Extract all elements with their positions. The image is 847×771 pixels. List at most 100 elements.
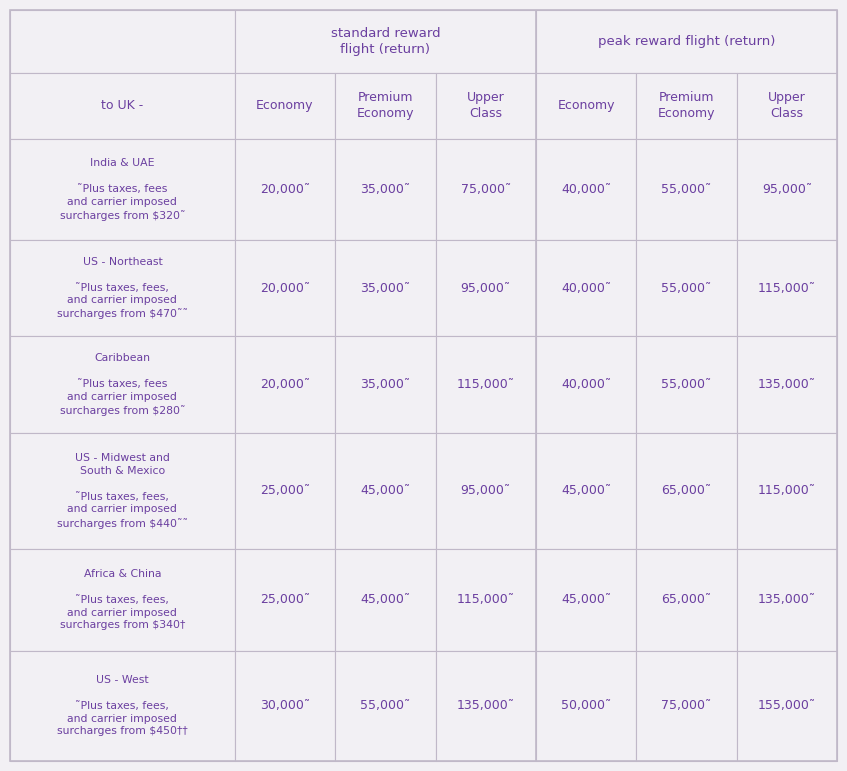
Text: 95,000˜: 95,000˜ — [461, 484, 511, 497]
Text: Upper
Class: Upper Class — [467, 91, 505, 120]
Bar — [636, 433, 737, 549]
Bar — [435, 139, 536, 240]
Bar — [536, 336, 636, 433]
Text: 20,000˜: 20,000˜ — [260, 183, 310, 196]
Text: 75,000˜: 75,000˜ — [461, 183, 511, 196]
Bar — [737, 433, 837, 549]
Bar — [10, 549, 235, 651]
Text: 55,000˜: 55,000˜ — [662, 281, 711, 295]
Text: 25,000˜: 25,000˜ — [260, 594, 310, 606]
Text: 135,000˜: 135,000˜ — [758, 594, 816, 606]
Text: 55,000˜: 55,000˜ — [360, 699, 411, 712]
Text: 65,000˜: 65,000˜ — [662, 594, 711, 606]
Bar — [235, 549, 335, 651]
Bar — [235, 433, 335, 549]
Bar — [737, 72, 837, 139]
Bar — [235, 651, 335, 761]
Bar — [636, 651, 737, 761]
Text: 95,000˜: 95,000˜ — [761, 183, 812, 196]
Text: peak reward flight (return): peak reward flight (return) — [598, 35, 775, 48]
Bar — [636, 549, 737, 651]
Bar — [435, 651, 536, 761]
Text: 45,000˜: 45,000˜ — [561, 484, 612, 497]
Bar — [235, 336, 335, 433]
Bar — [235, 72, 335, 139]
Text: 115,000˜: 115,000˜ — [457, 378, 515, 391]
Bar — [10, 240, 235, 336]
Bar — [737, 336, 837, 433]
Bar — [10, 651, 235, 761]
Bar — [536, 10, 837, 72]
Text: Premium
Economy: Premium Economy — [658, 91, 715, 120]
Bar — [235, 240, 335, 336]
Bar — [636, 72, 737, 139]
Text: Economy: Economy — [557, 99, 615, 113]
Text: 35,000˜: 35,000˜ — [360, 281, 411, 295]
Bar — [335, 240, 435, 336]
Text: 20,000˜: 20,000˜ — [260, 281, 310, 295]
Bar — [335, 433, 435, 549]
Bar — [737, 139, 837, 240]
Bar — [435, 72, 536, 139]
Text: 45,000˜: 45,000˜ — [360, 484, 411, 497]
Text: 135,000˜: 135,000˜ — [758, 378, 816, 391]
Bar — [335, 72, 435, 139]
Bar — [435, 336, 536, 433]
Bar — [335, 336, 435, 433]
Text: 30,000˜: 30,000˜ — [260, 699, 310, 712]
Text: 40,000˜: 40,000˜ — [561, 281, 612, 295]
Text: 135,000˜: 135,000˜ — [457, 699, 515, 712]
Text: 25,000˜: 25,000˜ — [260, 484, 310, 497]
Text: Economy: Economy — [257, 99, 313, 113]
Bar — [737, 240, 837, 336]
Text: to UK -: to UK - — [102, 99, 143, 113]
Text: 155,000˜: 155,000˜ — [758, 699, 816, 712]
Text: 45,000˜: 45,000˜ — [360, 594, 411, 606]
Text: Upper
Class: Upper Class — [768, 91, 805, 120]
Text: 65,000˜: 65,000˜ — [662, 484, 711, 497]
Bar — [536, 651, 636, 761]
Bar — [536, 72, 636, 139]
Bar — [435, 240, 536, 336]
Bar — [536, 549, 636, 651]
Bar — [10, 72, 235, 139]
Bar — [235, 10, 536, 72]
Text: 35,000˜: 35,000˜ — [360, 378, 411, 391]
Text: 40,000˜: 40,000˜ — [561, 378, 612, 391]
Bar — [235, 139, 335, 240]
Text: Caribbean

˜Plus taxes, fees
and carrier imposed
surcharges from $280˜: Caribbean ˜Plus taxes, fees and carrier … — [59, 353, 185, 416]
Text: 115,000˜: 115,000˜ — [758, 281, 816, 295]
Bar — [636, 240, 737, 336]
Bar — [636, 336, 737, 433]
Bar — [10, 433, 235, 549]
Text: 75,000˜: 75,000˜ — [662, 699, 711, 712]
Text: 55,000˜: 55,000˜ — [662, 378, 711, 391]
Bar — [737, 651, 837, 761]
Text: Africa & China

˜Plus taxes, fees,
and carrier imposed
surcharges from $340†: Africa & China ˜Plus taxes, fees, and ca… — [59, 569, 185, 631]
Bar — [435, 433, 536, 549]
Bar — [10, 139, 235, 240]
Text: standard reward
flight (return): standard reward flight (return) — [330, 27, 440, 56]
Text: India & UAE

˜Plus taxes, fees
and carrier imposed
surcharges from $320˜: India & UAE ˜Plus taxes, fees and carrie… — [59, 158, 185, 221]
Bar — [737, 549, 837, 651]
Text: Premium
Economy: Premium Economy — [357, 91, 414, 120]
Bar — [536, 433, 636, 549]
Bar — [335, 549, 435, 651]
Text: 95,000˜: 95,000˜ — [461, 281, 511, 295]
Bar — [335, 139, 435, 240]
Text: US - Midwest and
South & Mexico

˜Plus taxes, fees,
and carrier imposed
surcharg: US - Midwest and South & Mexico ˜Plus ta… — [57, 453, 188, 528]
Bar — [435, 549, 536, 651]
Text: 45,000˜: 45,000˜ — [561, 594, 612, 606]
Bar — [536, 240, 636, 336]
Text: 115,000˜: 115,000˜ — [758, 484, 816, 497]
Bar — [335, 651, 435, 761]
Text: US - West

˜Plus taxes, fees,
and carrier imposed
surcharges from $450††: US - West ˜Plus taxes, fees, and carrier… — [57, 675, 188, 736]
Text: 35,000˜: 35,000˜ — [360, 183, 411, 196]
Text: 50,000˜: 50,000˜ — [561, 699, 612, 712]
Bar — [10, 10, 235, 72]
Text: 40,000˜: 40,000˜ — [561, 183, 612, 196]
Text: US - Northeast

˜Plus taxes, fees,
and carrier imposed
surcharges from $470˜˜: US - Northeast ˜Plus taxes, fees, and ca… — [57, 257, 188, 319]
Bar — [10, 336, 235, 433]
Text: 55,000˜: 55,000˜ — [662, 183, 711, 196]
Bar — [536, 139, 636, 240]
